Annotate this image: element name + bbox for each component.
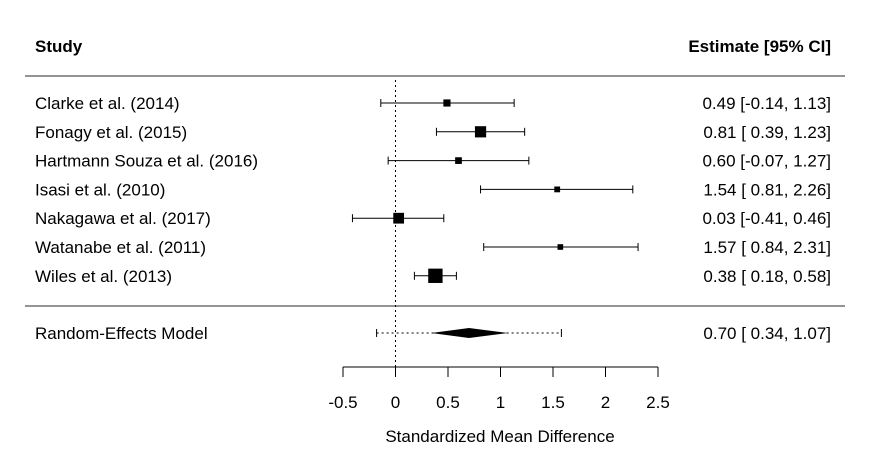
plot-area: Clarke et al. (2014) 0.49 [-0.14, 1.13] Fo…	[35, 80, 831, 412]
study-label: Clarke et al. (2014)	[35, 94, 180, 113]
x-tick-label: 2	[601, 393, 610, 412]
study-point-estimate	[455, 157, 462, 164]
study-point-estimate	[557, 244, 564, 250]
study-estimate-label: 0.03 [-0.41, 0.46]	[702, 209, 831, 228]
study-estimate-label: 1.54 [ 0.81, 2.26]	[703, 180, 831, 199]
x-tick-label: 0	[391, 393, 400, 412]
x-tick-label: 2.5	[646, 393, 670, 412]
study-estimate-label: 1.57 [ 0.84, 2.31]	[703, 238, 831, 257]
study-label: Watanabe et al. (2011)	[35, 238, 206, 257]
summary-estimate-label: 0.70 [ 0.34, 1.07]	[703, 324, 831, 343]
study-column-header: Study	[35, 37, 83, 56]
study-point-estimate	[428, 268, 443, 283]
study-label: Wiles et al. (2013)	[35, 267, 172, 286]
x-tick-label: -0.5	[328, 393, 357, 412]
study-label: Hartmann Souza et al. (2016)	[35, 152, 258, 171]
estimate-column-header: Estimate [95% CI]	[688, 37, 831, 56]
x-axis-label: Standardized Mean Difference	[385, 427, 614, 446]
x-tick-label: 1.5	[541, 393, 565, 412]
study-estimate-label: 0.49 [-0.14, 1.13]	[702, 94, 831, 113]
summary-diamond	[431, 328, 508, 338]
study-label: Isasi et al. (2010)	[35, 180, 165, 199]
study-label: Nakagawa et al. (2017)	[35, 209, 211, 228]
summary-label: Random-Effects Model	[35, 324, 208, 343]
study-estimate-label: 0.81 [ 0.39, 1.23]	[703, 123, 831, 142]
study-point-estimate	[474, 126, 487, 138]
study-point-estimate	[554, 186, 561, 193]
study-estimate-label: 0.60 [-0.07, 1.27]	[702, 152, 831, 171]
study-point-estimate	[443, 99, 451, 107]
study-estimate-label: 0.38 [ 0.18, 0.58]	[703, 267, 831, 286]
x-tick-label: 0.5	[436, 393, 460, 412]
study-point-estimate	[393, 212, 405, 224]
x-tick-label: 1	[496, 393, 505, 412]
study-label: Fonagy et al. (2015)	[35, 123, 187, 142]
